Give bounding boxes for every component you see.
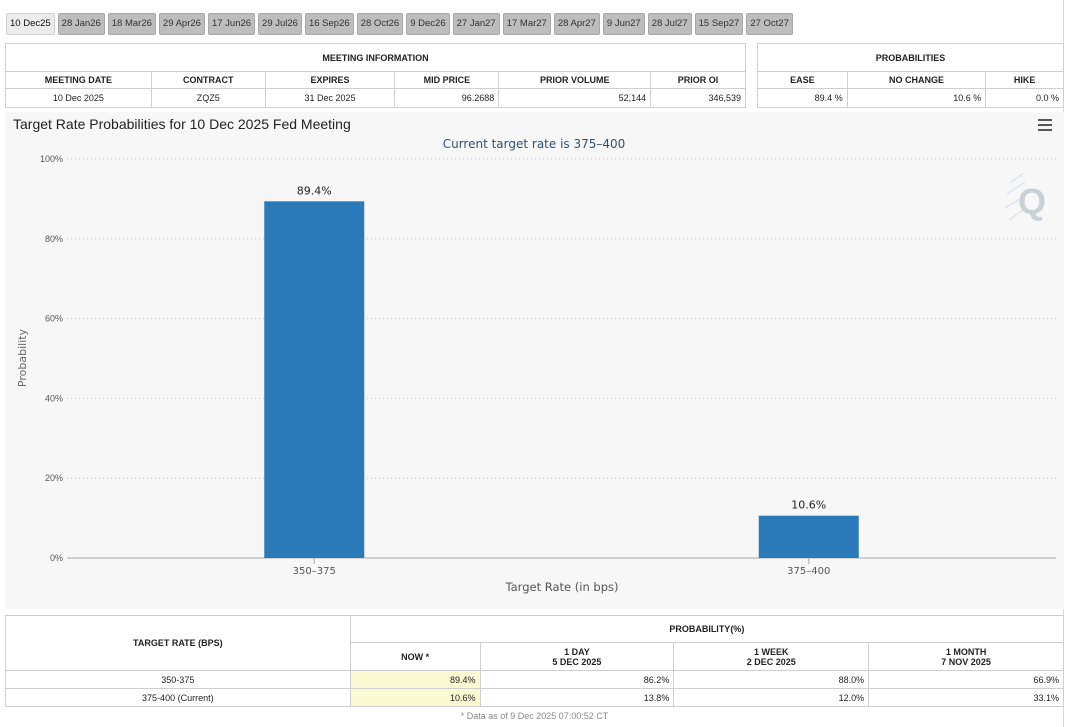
- tab-meeting-10[interactable]: 17 Mar27: [502, 13, 551, 35]
- tab-meeting-13[interactable]: 28 Jul27: [647, 13, 692, 35]
- hamburger-menu-icon[interactable]: [1038, 119, 1052, 131]
- one-week-probability-cell: 88.0%: [673, 670, 870, 689]
- tab-meeting-0[interactable]: 10 Dec25: [6, 13, 55, 35]
- tab-meeting-9[interactable]: 27 Jan27: [452, 13, 500, 35]
- chart-bars: [264, 201, 859, 558]
- meeting-date-value: 10 Dec 2025: [5, 88, 152, 108]
- prior-volume-header: PRIOR VOLUME: [498, 71, 652, 89]
- tab-meeting-3[interactable]: 29 Apr26: [158, 13, 205, 35]
- no-change-header: NO CHANGE: [846, 71, 987, 89]
- one-month-probability-cell: 66.9%: [868, 670, 1064, 689]
- tab-meeting-4[interactable]: 17 Jun26: [207, 13, 256, 35]
- chart-subtitle: Current target rate is 375–400: [443, 137, 626, 151]
- mid-price-header: MID PRICE: [394, 71, 500, 89]
- now-probability-cell: 10.6%: [349, 688, 481, 707]
- x-tick-label: 350–375: [293, 566, 336, 577]
- one-day-column-header: 1 DAY 5 DEC 2025: [479, 642, 675, 671]
- tab-meeting-6[interactable]: 16 Sep26: [304, 13, 354, 35]
- tab-meeting-8[interactable]: 9 Dec26: [406, 13, 450, 35]
- one-month-column-label: 1 MONTH: [945, 646, 987, 657]
- hike-header: HIKE: [985, 71, 1064, 89]
- one-month-probability-cell: 33.1%: [868, 688, 1064, 707]
- one-month-column-date: 7 NOV 2025: [941, 656, 991, 667]
- one-week-column-header: 1 WEEK 2 DEC 2025: [673, 642, 870, 671]
- chart-gridlines: [67, 158, 1056, 564]
- now-column-header: NOW *: [349, 642, 481, 671]
- probabilities-title: PROBABILITIES: [757, 43, 1064, 72]
- x-tick-label: 375–400: [787, 566, 830, 577]
- probability-bar-chart: 0% 20% 40% 60% 80% 100% 89.4% 350–375 10.6% 375–4…: [16, 137, 1056, 594]
- now-probability-cell: 89.4%: [349, 670, 481, 689]
- expires-value: 31 Dec 2025: [264, 88, 396, 108]
- tab-meeting-12[interactable]: 9 Jun27: [602, 13, 645, 35]
- one-week-probability-cell: 12.0%: [673, 688, 870, 707]
- chart-title: Target Rate Probabilities for 10 Dec 202…: [13, 116, 351, 132]
- tab-meeting-11[interactable]: 28 Apr27: [553, 13, 600, 35]
- y-tick-label: 40%: [45, 393, 63, 403]
- one-day-probability-cell: 13.8%: [479, 688, 675, 707]
- y-tick-label: 80%: [45, 234, 63, 244]
- tab-meeting-2[interactable]: 18 Mar26: [107, 13, 156, 35]
- table-row: 375-400 (Current) 10.6% 13.8% 12.0% 33.1…: [5, 688, 1064, 707]
- tab-meeting-7[interactable]: 28 Oct26: [356, 13, 404, 35]
- q-logo-icon: Q: [1004, 173, 1046, 222]
- meeting-information-title: MEETING INFORMATION: [5, 43, 746, 72]
- one-week-column-date: 2 DEC 2025: [746, 656, 796, 667]
- target-rate-cell: 350-375: [5, 670, 351, 689]
- y-tick-label: 60%: [45, 314, 63, 324]
- tab-meeting-15[interactable]: 27 Oct27: [746, 13, 793, 35]
- ease-header: EASE: [757, 71, 848, 89]
- one-day-column-date: 5 DEC 2025: [552, 656, 602, 667]
- no-change-value: 10.6 %: [846, 88, 987, 108]
- contract-value: ZQZ5: [150, 88, 266, 108]
- table-row: 350-375 89.4% 86.2% 88.0% 66.9%: [5, 670, 1064, 689]
- expires-header: EXPIRES: [264, 71, 396, 89]
- y-axis-title: Probability: [16, 328, 29, 387]
- hike-value: 0.0 %: [985, 88, 1064, 108]
- bar-value-label: 89.4%: [297, 184, 332, 197]
- y-tick-label: 0%: [50, 553, 63, 563]
- tab-meeting-14[interactable]: 15 Sep27: [694, 13, 744, 35]
- target-rate-probability-table: TARGET RATE (BPS) PROBABILITY(%) NOW * 1…: [5, 615, 1065, 725]
- y-tick-label: 20%: [45, 473, 63, 483]
- prior-volume-value: 52,144: [498, 88, 652, 108]
- prior-oi-value: 346,539: [650, 88, 746, 108]
- tab-meeting-1[interactable]: 28 Jan26: [57, 13, 105, 35]
- one-week-column-label: 1 WEEK: [753, 646, 789, 657]
- x-axis-title: Target Rate (in bps): [505, 580, 619, 594]
- mid-price-value: 96.2688: [394, 88, 500, 108]
- meeting-date-tabs: 10 Dec25 28 Jan26 18 Mar26 29 Apr26 17 J…: [6, 13, 793, 35]
- chart-bar: [758, 515, 859, 558]
- one-month-column-header: 1 MONTH 7 NOV 2025: [868, 642, 1064, 671]
- chart-bar: [264, 201, 365, 558]
- probability-header: PROBABILITY(%): [349, 615, 1065, 643]
- target-rate-header: TARGET RATE (BPS): [5, 615, 351, 671]
- tab-meeting-5[interactable]: 29 Jul26: [258, 13, 302, 35]
- chart-container: [5, 112, 1064, 609]
- now-column-label: NOW *: [401, 651, 430, 662]
- ease-value: 89.4 %: [757, 88, 848, 108]
- meeting-information-table: MEETING INFORMATION MEETING DATE CONTRAC…: [5, 43, 746, 108]
- chart-labels: 0% 20% 40% 60% 80% 100% 89.4% 350–375 10.6% 375–4…: [16, 137, 830, 594]
- y-tick-label: 100%: [40, 154, 63, 164]
- one-day-probability-cell: 86.2%: [479, 670, 675, 689]
- contract-header: CONTRACT: [150, 71, 266, 89]
- one-day-column-label: 1 DAY: [564, 646, 590, 657]
- bar-value-label: 10.6%: [791, 499, 826, 512]
- probabilities-table: PROBABILITIES EASE NO CHANGE HIKE 89.4 %…: [757, 43, 1064, 108]
- prior-oi-header: PRIOR OI: [650, 71, 746, 89]
- meeting-date-header: MEETING DATE: [5, 71, 152, 89]
- target-rate-cell: 375-400 (Current): [5, 688, 351, 707]
- svg-text:Q: Q: [1018, 181, 1046, 222]
- data-timestamp-footnote: * Data as of 9 Dec 2025 07:00:52 CT: [460, 710, 609, 721]
